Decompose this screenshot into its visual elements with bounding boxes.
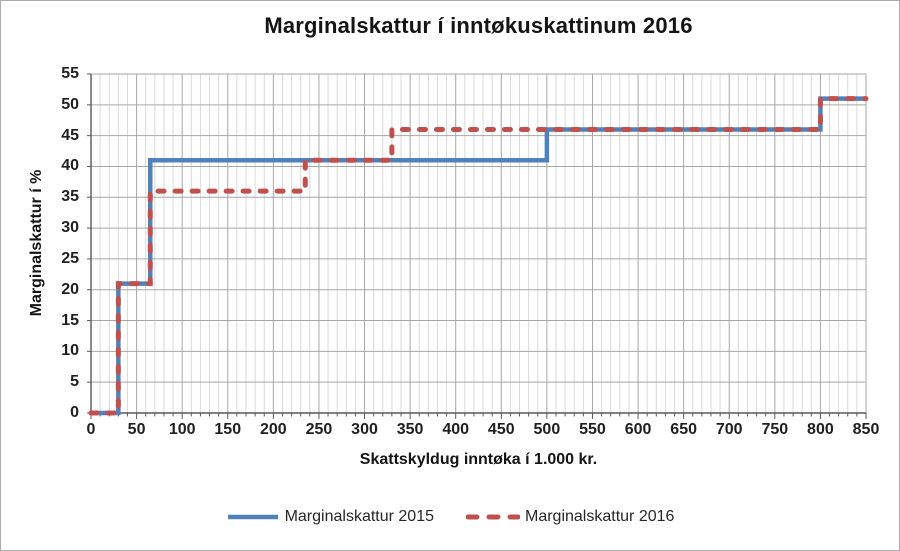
x-tick-label: 600 [624, 421, 652, 438]
y-tick-label: 35 [61, 188, 79, 206]
x-tick-label: 550 [579, 421, 606, 438]
legend-label: Marginalskattur 2016 [525, 508, 675, 525]
y-tick-label: 0 [70, 404, 79, 421]
x-tick-label: 200 [259, 421, 287, 438]
y-tick-label: 10 [61, 342, 79, 360]
y-tick-label: 40 [61, 157, 79, 175]
x-tick-label: 0 [86, 421, 96, 438]
legend: Marginalskattur 2015 Marginalskattur 2016 [1, 508, 899, 526]
y-tick-label: 25 [61, 249, 79, 267]
y-tick-label: 20 [61, 280, 79, 298]
x-tick-label: 300 [351, 421, 378, 438]
y-tick-label: 15 [61, 311, 79, 329]
major-gridlines [90, 73, 867, 414]
x-tick-label: 850 [852, 421, 880, 438]
y-tick-label: 50 [61, 95, 79, 113]
x-tick-label: 650 [670, 421, 697, 438]
x-tick-label: 400 [442, 421, 470, 438]
x-tick-label: 500 [533, 421, 561, 438]
legend-item-1: Marginalskattur 2016 [466, 508, 674, 526]
x-tick-label: 450 [487, 421, 515, 438]
y-tick-label: 30 [61, 219, 79, 237]
axis-lines [87, 73, 867, 419]
x-tick-label: 250 [305, 421, 333, 438]
x-tick-label: 100 [168, 421, 196, 438]
y-tick-label: 45 [61, 126, 79, 144]
legend-label: Marginalskattur 2015 [284, 508, 434, 525]
x-axis-title: Skattskyldug inntøka í 1.000 kr. [359, 451, 598, 468]
x-tick-label: 150 [214, 421, 242, 438]
legend-line-sample [466, 514, 520, 520]
minor-gridlines [99, 74, 858, 413]
y-tick-label: 5 [70, 373, 79, 391]
x-tick-label: 800 [807, 421, 834, 438]
x-tick-label: 750 [761, 421, 789, 438]
x-tick-label: 50 [127, 421, 146, 438]
series-line-1 [88, 96, 869, 416]
legend-item-0: Marginalskattur 2015 [226, 508, 434, 526]
legend-line-sample [227, 514, 278, 520]
y-tick-label: 55 [61, 65, 79, 82]
x-tick-label: 350 [396, 421, 424, 438]
series-line-0 [91, 96, 866, 416]
chart-title: Marginalskattur í inntøkuskattinum 2016 [264, 13, 693, 38]
x-tick-label: 700 [715, 421, 743, 438]
